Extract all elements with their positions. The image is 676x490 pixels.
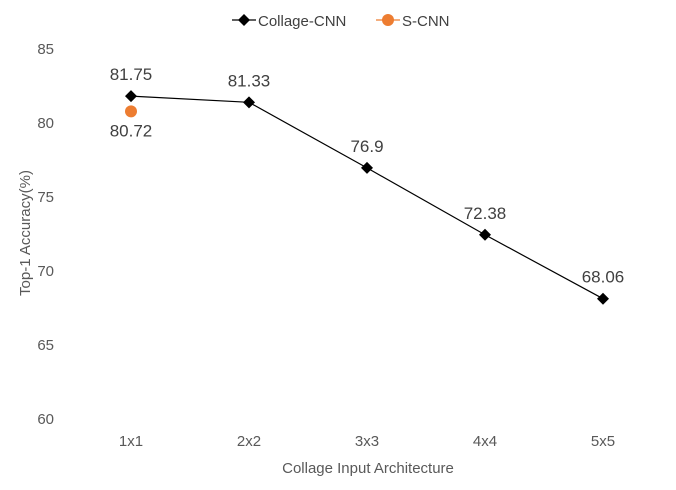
series-collage-cnn bbox=[125, 90, 609, 305]
data-label-collage-cnn: 72.38 bbox=[464, 204, 507, 223]
legend-label-collage-cnn: Collage-CNN bbox=[258, 13, 346, 30]
data-label-collage-cnn: 81.33 bbox=[228, 71, 271, 90]
x-tick-label: 5x5 bbox=[591, 433, 615, 450]
y-tick-label: 70 bbox=[37, 263, 54, 280]
series-layer bbox=[125, 90, 609, 305]
data-point-collage-cnn bbox=[597, 292, 609, 305]
data-label-collage-cnn: 76.9 bbox=[350, 137, 383, 156]
legend-label-s-cnn: S-CNN bbox=[402, 13, 450, 30]
y-tick-label: 65 bbox=[37, 337, 54, 354]
x-axis-ticks: 1x1 2x2 3x3 4x4 5x5 bbox=[119, 433, 615, 450]
y-axis-ticks: 60 65 70 75 80 85 bbox=[37, 41, 54, 428]
y-tick-label: 60 bbox=[37, 411, 54, 428]
legend: Collage-CNN S-CNN bbox=[232, 13, 450, 30]
x-tick-label: 2x2 bbox=[237, 433, 261, 450]
data-point-s-cnn bbox=[125, 105, 137, 118]
data-label-collage-cnn: 68.06 bbox=[582, 268, 625, 287]
x-axis-title: Collage Input Architecture bbox=[282, 460, 454, 477]
data-point-collage-cnn bbox=[125, 90, 137, 103]
legend-item-collage-cnn: Collage-CNN bbox=[232, 13, 346, 30]
series-line-collage-cnn bbox=[130, 95, 604, 300]
legend-item-s-cnn: S-CNN bbox=[376, 13, 450, 30]
data-point-collage-cnn bbox=[361, 161, 373, 174]
x-tick-label: 3x3 bbox=[355, 433, 379, 450]
data-label-s-cnn: 80.72 bbox=[110, 121, 153, 140]
y-tick-label: 85 bbox=[37, 41, 54, 58]
y-tick-label: 80 bbox=[37, 115, 54, 132]
data-point-collage-cnn bbox=[479, 228, 491, 241]
legend-marker-s-cnn bbox=[382, 14, 394, 26]
data-point-collage-cnn bbox=[243, 96, 255, 109]
x-tick-label: 1x1 bbox=[119, 433, 143, 450]
data-label-collage-cnn: 81.75 bbox=[110, 65, 153, 84]
series-s-cnn bbox=[125, 105, 137, 118]
x-tick-label: 4x4 bbox=[473, 433, 497, 450]
legend-marker-collage-cnn bbox=[238, 14, 250, 26]
y-tick-label: 75 bbox=[37, 189, 54, 206]
y-axis-title: Top-1 Accuracy(%) bbox=[17, 170, 34, 296]
data-labels: 81.75 81.33 76.9 72.38 68.06 80.72 bbox=[110, 65, 625, 287]
